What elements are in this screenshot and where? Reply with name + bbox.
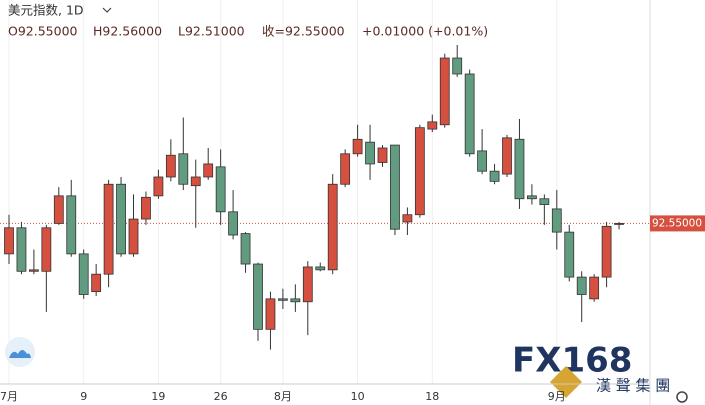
candle-body xyxy=(614,223,624,225)
candle-body xyxy=(215,166,226,213)
candle-body xyxy=(527,195,537,200)
dropdown-icon[interactable] xyxy=(102,7,112,13)
low-text: L92.51000 xyxy=(178,24,245,39)
settings-button[interactable] xyxy=(676,391,688,403)
candles xyxy=(4,44,624,350)
candle-body xyxy=(489,170,500,182)
x-tick-label: 10 xyxy=(351,390,365,403)
candle-body xyxy=(427,121,438,130)
candle-body xyxy=(452,57,463,75)
candle-body xyxy=(265,298,276,330)
logo-button[interactable] xyxy=(5,337,35,367)
candle-body xyxy=(116,183,126,255)
candle-body xyxy=(128,218,139,255)
axis-labels: 7月 9 19 26 8月 10 18 9月 xyxy=(0,390,566,403)
watermark-name: 漢 聲 集 團 xyxy=(596,377,670,395)
candle-body xyxy=(53,195,64,224)
candle-body xyxy=(327,183,338,271)
candle-body xyxy=(390,144,400,230)
candle-body xyxy=(315,266,326,271)
gear-icon[interactable] xyxy=(676,391,688,403)
candle-body xyxy=(539,198,550,205)
close-text: 收=92.55000 xyxy=(262,24,345,39)
x-tick-label: 19 xyxy=(151,390,165,403)
x-tick-label: 8月 xyxy=(274,390,292,403)
high-text: H92.56000 xyxy=(93,24,162,39)
candle-body xyxy=(414,127,425,216)
candle-body xyxy=(228,211,239,236)
candle-body xyxy=(103,183,114,275)
candle-body xyxy=(576,276,587,295)
candle-body xyxy=(564,231,575,278)
candle-body xyxy=(551,208,562,233)
candle-body xyxy=(203,163,214,178)
candle-body xyxy=(352,138,363,155)
last-price-tag xyxy=(650,215,705,232)
candle-body xyxy=(377,147,388,163)
candle-body xyxy=(514,138,525,200)
candle-body xyxy=(4,227,14,255)
candle-body xyxy=(365,141,375,165)
candle-body xyxy=(240,233,251,265)
candle-body xyxy=(141,196,151,220)
x-tick-label: 9月 xyxy=(548,390,566,403)
x-tick-label: 18 xyxy=(425,390,439,403)
x-tick-label: 7月 xyxy=(0,390,18,403)
candle-body xyxy=(28,269,39,272)
candle-body xyxy=(190,176,201,187)
x-tick-label: 26 xyxy=(214,390,228,403)
last-price-label: 92.55000 xyxy=(652,217,702,229)
candle-body xyxy=(41,227,52,272)
candle-body xyxy=(439,57,450,126)
candle-body xyxy=(16,227,27,272)
candle-body xyxy=(402,214,413,223)
candle-body xyxy=(78,253,89,295)
candle-body xyxy=(502,137,512,175)
candle-body xyxy=(302,266,313,303)
candle-body xyxy=(340,153,351,185)
candle-body xyxy=(290,298,301,303)
open-text: O92.55000 xyxy=(8,24,78,39)
candle-body xyxy=(477,150,488,172)
logo-cloud[interactable] xyxy=(9,350,31,358)
candle-body xyxy=(66,195,77,255)
x-tick-label: 9 xyxy=(80,390,87,403)
candle-body xyxy=(165,154,176,178)
candle-body xyxy=(153,176,164,197)
candle-body xyxy=(464,73,475,155)
candle-body xyxy=(601,225,612,278)
watermark: FX168 漢 聲 集 團 xyxy=(512,341,670,398)
candle-body xyxy=(253,263,263,330)
candle-body xyxy=(91,273,102,293)
candle-body xyxy=(277,298,288,301)
candle-body xyxy=(178,153,189,185)
change-text: +0.01000 (+0.01%) xyxy=(362,24,488,39)
symbol-title[interactable]: 美元指数, 1D xyxy=(8,3,84,18)
candle-body xyxy=(589,276,600,300)
watermark-icon xyxy=(550,366,582,398)
